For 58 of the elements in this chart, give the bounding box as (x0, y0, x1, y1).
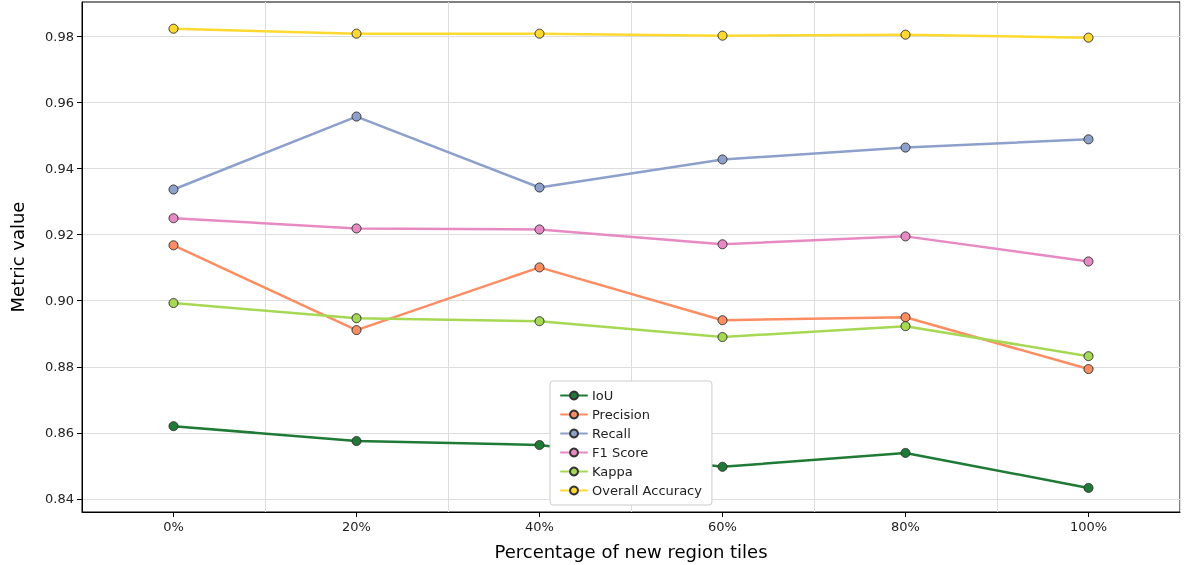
x-tick-label: 0% (163, 519, 184, 534)
point (1083, 256, 1094, 267)
y-tick-label: 0.94 (45, 161, 74, 177)
point (534, 262, 545, 273)
point (717, 332, 728, 343)
point (1083, 482, 1094, 493)
legend-label: Kappa (592, 464, 633, 479)
y-tick-label: 0.90 (45, 293, 74, 309)
y-tick-label: 0.88 (45, 359, 74, 375)
point (168, 240, 179, 251)
point (1083, 32, 1094, 43)
x-tick-label: 100% (1069, 519, 1108, 534)
point (168, 23, 179, 34)
y-tick-label: 0.92 (45, 227, 74, 243)
x-tick-label: 20% (342, 519, 371, 534)
point (534, 224, 545, 235)
point (168, 421, 179, 432)
point (168, 184, 179, 195)
point (351, 111, 362, 122)
legend-label: F1 Score (592, 445, 649, 460)
legend-label: Precision (592, 407, 651, 422)
point (168, 213, 179, 224)
point (351, 223, 362, 234)
point (717, 154, 728, 165)
legend-label: Recall (592, 426, 631, 441)
point (351, 436, 362, 447)
y-tick-label: 0.86 (45, 425, 74, 441)
legend-label: Overall Accuracy (592, 483, 703, 498)
point (351, 28, 362, 39)
point (900, 142, 911, 153)
y-tick-label: 0.98 (45, 29, 74, 45)
point (534, 182, 545, 193)
y-tick-label: 0.84 (45, 491, 74, 507)
point (168, 298, 179, 309)
x-tick-label: 60% (708, 519, 737, 534)
point (900, 231, 911, 242)
point (900, 29, 911, 40)
point (1083, 351, 1094, 362)
x-tick-label: 80% (891, 519, 920, 534)
point (534, 28, 545, 39)
point (351, 313, 362, 324)
legend-label: IoU (592, 388, 614, 403)
point (1083, 364, 1094, 375)
y-axis-title: Metric value (6, 201, 28, 313)
point (717, 315, 728, 326)
point (900, 447, 911, 458)
point (351, 325, 362, 336)
point (717, 30, 728, 41)
point (900, 312, 911, 323)
y-tick-label: 0.96 (45, 95, 74, 111)
point (534, 439, 545, 450)
point (717, 461, 728, 472)
x-axis-title: Percentage of new region tiles (494, 540, 768, 562)
point (717, 239, 728, 250)
x-tick-label: 40% (525, 519, 554, 534)
point (534, 316, 545, 327)
point (1083, 134, 1094, 145)
point (900, 321, 911, 332)
